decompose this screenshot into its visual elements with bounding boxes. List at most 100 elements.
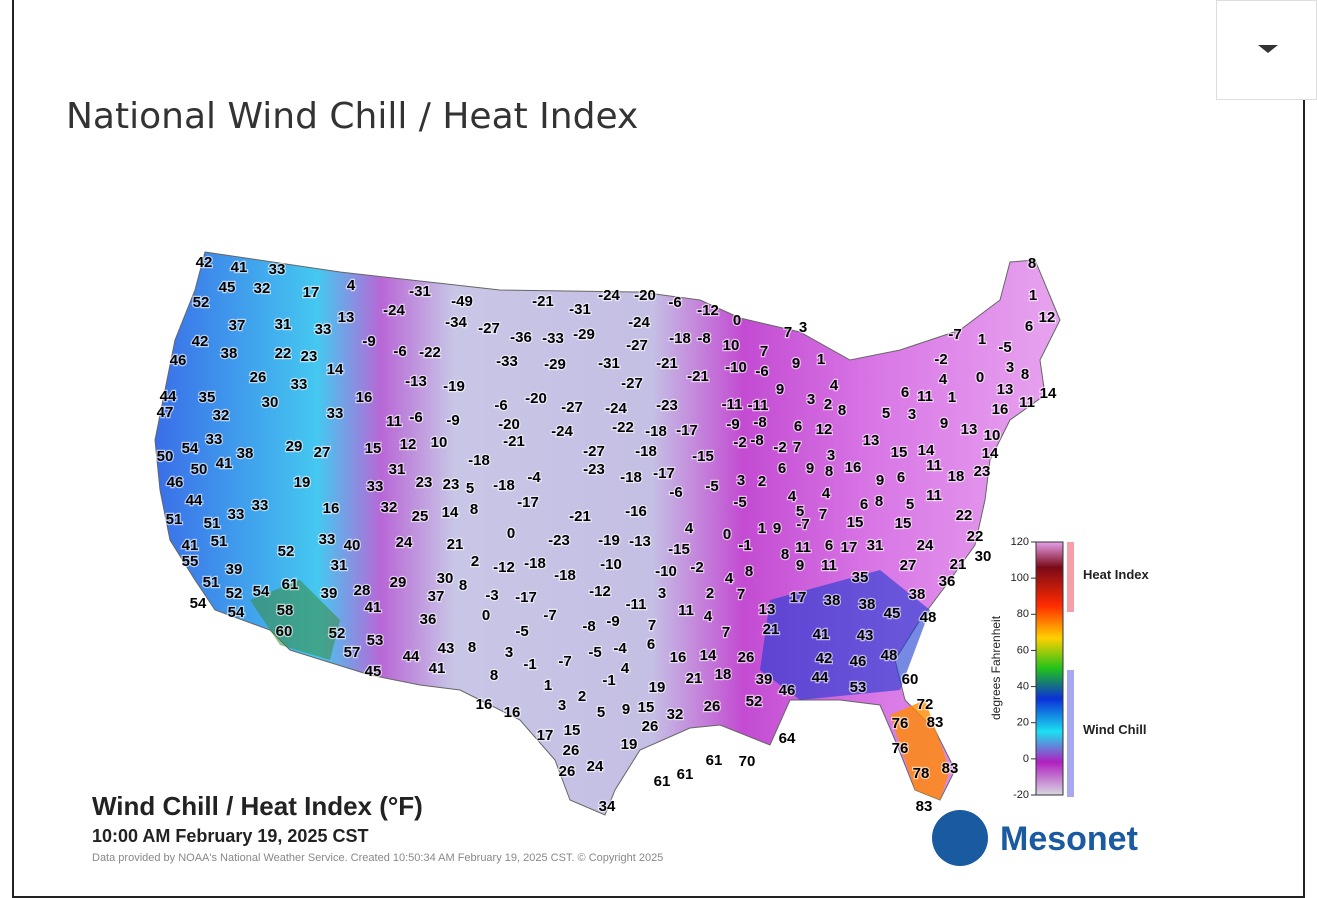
station-value: -31 xyxy=(598,355,620,372)
station-value: 17 xyxy=(303,284,320,301)
station-value: 0 xyxy=(723,526,731,543)
station-value: -27 xyxy=(583,443,605,460)
station-value: -11 xyxy=(722,396,743,413)
station-value: -23 xyxy=(548,532,570,549)
station-value: -9 xyxy=(606,613,619,630)
station-value: 11 xyxy=(917,388,933,405)
station-value: -1 xyxy=(602,672,615,689)
station-value: 61 xyxy=(654,773,671,790)
station-value: 32 xyxy=(254,280,271,297)
station-value: 13 xyxy=(961,421,978,438)
chill-label: Wind Chill xyxy=(1083,722,1146,737)
station-value: 46 xyxy=(850,653,867,670)
station-value: -33 xyxy=(496,353,518,370)
station-value: 38 xyxy=(859,596,876,613)
station-value: 4 xyxy=(347,277,356,294)
page-title: National Wind Chill / Heat Index xyxy=(66,96,639,137)
station-value: 45 xyxy=(365,663,382,680)
station-value: -5 xyxy=(733,494,746,511)
station-value: 52 xyxy=(329,625,346,642)
station-value: 21 xyxy=(763,621,780,638)
station-value: -18 xyxy=(645,423,667,440)
station-value: -6 xyxy=(409,409,422,426)
station-value: 7 xyxy=(760,343,768,360)
station-value: 42 xyxy=(192,333,209,350)
station-value: -21 xyxy=(656,355,678,372)
station-value: 3 xyxy=(558,697,566,714)
station-value: 6 xyxy=(778,460,786,477)
station-value: -31 xyxy=(409,283,431,300)
station-value: -6 xyxy=(755,363,768,380)
station-value: 7 xyxy=(722,624,730,641)
station-value: 3 xyxy=(737,472,745,489)
station-value: -6 xyxy=(669,484,682,501)
station-value: 37 xyxy=(229,317,246,334)
station-value: 15 xyxy=(895,515,912,532)
station-value: -13 xyxy=(405,373,427,390)
station-value: -29 xyxy=(573,326,595,343)
station-value: 33 xyxy=(327,405,344,422)
station-value: 33 xyxy=(367,478,384,495)
station-value: 26 xyxy=(704,698,721,715)
station-value: 33 xyxy=(291,376,308,393)
station-value: -29 xyxy=(544,356,566,373)
station-value: 44 xyxy=(160,388,177,405)
station-value: -17 xyxy=(515,589,537,606)
station-value: 16 xyxy=(992,401,1009,418)
station-value: 54 xyxy=(228,604,245,621)
station-value: -15 xyxy=(668,541,690,558)
station-value: -13 xyxy=(629,533,651,550)
station-value: 2 xyxy=(758,473,766,490)
station-value: 8 xyxy=(468,639,476,656)
station-value: 9 xyxy=(776,381,784,398)
station-value: 24 xyxy=(587,758,604,775)
station-value: 36 xyxy=(939,573,956,590)
station-value: 35 xyxy=(199,389,216,406)
station-value: 58 xyxy=(277,602,294,619)
station-value: 39 xyxy=(226,561,243,578)
station-value: 9 xyxy=(876,472,884,489)
station-value: -15 xyxy=(692,448,714,465)
station-value: 10 xyxy=(723,337,740,354)
station-value: 16 xyxy=(845,459,862,476)
station-value: 38 xyxy=(824,592,841,609)
station-value: 14 xyxy=(982,445,999,462)
station-value: 46 xyxy=(779,682,796,699)
station-value: -27 xyxy=(478,320,500,337)
station-value: 8 xyxy=(875,493,883,510)
scale-tick-label: 20 xyxy=(1017,717,1029,729)
station-value: -5 xyxy=(705,478,718,495)
station-value: 38 xyxy=(237,445,254,462)
station-value: 19 xyxy=(621,736,638,753)
station-value: 11 xyxy=(795,539,811,556)
station-value: 16 xyxy=(356,389,373,406)
station-value: -2 xyxy=(773,439,786,456)
station-value: 26 xyxy=(250,369,267,386)
station-value: 30 xyxy=(437,570,454,587)
station-value: 51 xyxy=(203,574,220,591)
station-value: 4 xyxy=(621,660,630,677)
station-value: 29 xyxy=(390,574,407,591)
scale-axis-label: degrees Fahrenheit xyxy=(989,615,1003,720)
station-value: 2 xyxy=(578,688,586,705)
station-value: -8 xyxy=(750,432,763,449)
station-value: 4 xyxy=(788,488,797,505)
station-value: -7 xyxy=(543,607,556,624)
station-value: 51 xyxy=(204,515,221,532)
station-value: 7 xyxy=(737,586,745,603)
station-value: 14 xyxy=(327,361,344,378)
dropdown-button[interactable] xyxy=(1216,0,1317,100)
station-value: 31 xyxy=(275,316,292,333)
station-value: 51 xyxy=(166,511,183,528)
station-value: 70 xyxy=(739,753,756,770)
station-value: 43 xyxy=(857,627,874,644)
station-value: 11 xyxy=(1019,394,1035,411)
station-value: 76 xyxy=(892,715,909,732)
station-value: 53 xyxy=(850,679,867,696)
station-value: -17 xyxy=(676,422,698,439)
station-value: 6 xyxy=(647,636,655,653)
station-value: 76 xyxy=(892,740,909,757)
station-value: 34 xyxy=(599,798,616,815)
station-value: 26 xyxy=(642,718,659,735)
